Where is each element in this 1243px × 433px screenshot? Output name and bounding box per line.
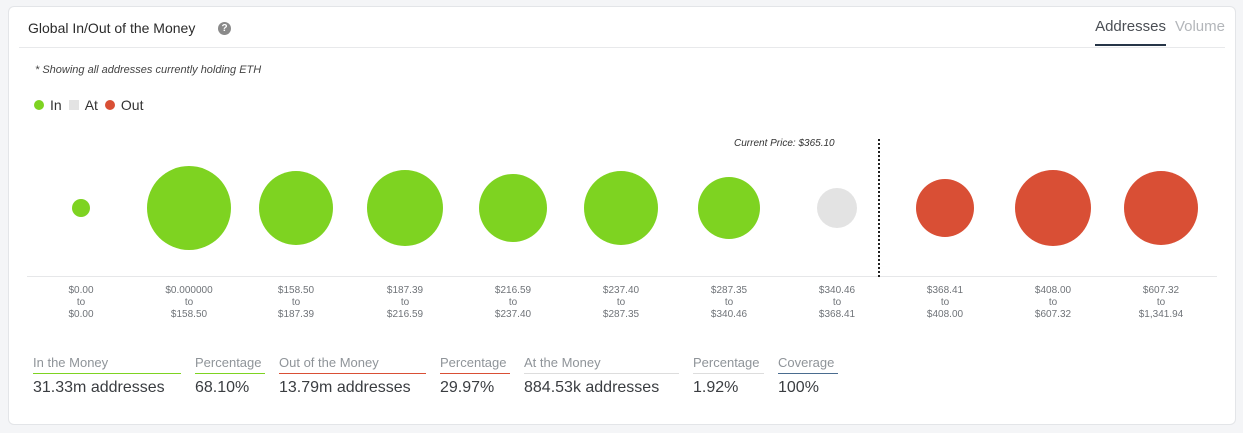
range-to-word: to — [76, 297, 86, 308]
range-to-word: to — [616, 297, 626, 308]
range-to: $187.39 — [277, 309, 315, 320]
range-to: $237.40 — [494, 309, 532, 320]
stat-value: 1.92% — [693, 379, 739, 396]
bubble-in[interactable] — [147, 166, 231, 250]
range-to-word: to — [291, 297, 301, 308]
bubble-out[interactable] — [1124, 171, 1198, 245]
legend-label: At — [84, 97, 98, 113]
stat-value: 13.79m addresses — [279, 379, 411, 396]
bubble-out[interactable] — [1015, 170, 1091, 246]
price-range-label: $368.41 to $408.00 — [900, 285, 990, 321]
view-tabs: Addresses Volume — [1095, 18, 1225, 46]
range-to: $158.50 — [170, 309, 208, 320]
price-range-label: $408.00 to $607.32 — [1008, 285, 1098, 321]
range-to: $340.46 — [710, 309, 748, 320]
stat-value: 100% — [778, 379, 819, 396]
stat-label: At the Money — [524, 355, 679, 374]
legend-item-in[interactable]: In — [34, 97, 62, 113]
stat-value: 68.10% — [195, 379, 250, 396]
bubble-in[interactable] — [367, 170, 443, 246]
summary-stats: In the Money 31.33m addresses Percentage 68… — [33, 355, 852, 397]
price-range-label: $216.59 to $237.40 — [468, 285, 558, 321]
range-to-word: to — [832, 297, 842, 308]
current-price-line — [878, 139, 880, 277]
stat-label: Coverage — [778, 355, 838, 374]
range-from: $408.00 — [1034, 285, 1072, 296]
stat-block: Percentage 1.92% — [693, 355, 764, 397]
price-range-label: $0.00 to $0.00 — [36, 285, 126, 321]
range-to-word: to — [1048, 297, 1058, 308]
stat-block: Percentage 29.97% — [440, 355, 510, 397]
range-to: $368.41 — [818, 309, 856, 320]
stat-block: Out of the Money 13.79m addresses — [279, 355, 426, 397]
range-from: $0.00 — [68, 285, 94, 296]
price-range-label: $158.50 to $187.39 — [251, 285, 341, 321]
price-range-label: $287.35 to $340.46 — [684, 285, 774, 321]
stat-label: Out of the Money — [279, 355, 426, 374]
stat-block: At the Money 884.53k addresses — [524, 355, 679, 397]
range-from: $216.59 — [494, 285, 532, 296]
range-to-word: to — [184, 297, 194, 308]
legend-label: In — [50, 97, 62, 113]
in-out-of-money-card: Global In/Out of the Money ? Addresses V… — [8, 6, 1236, 425]
chart-baseline — [27, 276, 1217, 277]
range-to: $216.59 — [386, 309, 424, 320]
range-to: $408.00 — [926, 309, 964, 320]
range-from: $158.50 — [277, 285, 315, 296]
bubble-in[interactable] — [479, 174, 547, 242]
range-from: $0.000000 — [165, 285, 213, 296]
tab-addresses[interactable]: Addresses — [1095, 18, 1166, 46]
legend-label: Out — [120, 97, 144, 113]
price-range-label: $187.39 to $216.59 — [360, 285, 450, 321]
range-to: $0.00 — [68, 309, 94, 320]
price-range-label: $0.000000 to $158.50 — [144, 285, 234, 321]
out-dot-icon — [104, 100, 115, 110]
stat-block: In the Money 31.33m addresses — [33, 355, 181, 397]
bubble-at[interactable] — [817, 188, 857, 228]
chart-legend: In At Out — [34, 97, 151, 113]
range-to-word: to — [508, 297, 518, 308]
range-to: $607.32 — [1034, 309, 1072, 320]
range-from: $340.46 — [818, 285, 856, 296]
stat-block: Coverage 100% — [778, 355, 838, 397]
holding-note: * Showing all addresses currently holdin… — [35, 64, 262, 76]
bubble-in[interactable] — [259, 171, 333, 245]
range-to-word: to — [724, 297, 734, 308]
stat-block: Percentage 68.10% — [195, 355, 265, 397]
legend-item-out[interactable]: Out — [104, 97, 144, 113]
stat-label: In the Money — [33, 355, 181, 374]
price-range-label: $237.40 to $287.35 — [576, 285, 666, 321]
range-from: $607.32 — [1142, 285, 1180, 296]
price-range-label: $607.32 to $1,341.94 — [1116, 285, 1206, 321]
stat-value: 884.53k addresses — [524, 379, 660, 396]
range-from: $187.39 — [386, 285, 424, 296]
legend-item-at[interactable]: At — [68, 97, 98, 113]
bubble-in[interactable] — [72, 199, 90, 217]
bubble-in[interactable] — [698, 177, 760, 239]
stat-label: Percentage — [693, 355, 764, 374]
range-to-word: to — [940, 297, 950, 308]
stat-value: 31.33m addresses — [33, 379, 165, 396]
bubble-in[interactable] — [584, 171, 658, 245]
card-header: Global In/Out of the Money ? Addresses V… — [19, 7, 1225, 48]
range-to: $287.35 — [602, 309, 640, 320]
price-range-label: $340.46 to $368.41 — [792, 285, 882, 321]
stat-label: Percentage — [440, 355, 510, 374]
in-dot-icon — [34, 100, 44, 110]
range-to-word: to — [400, 297, 410, 308]
range-to-word: to — [1156, 297, 1166, 308]
range-from: $287.35 — [710, 285, 748, 296]
tab-volume[interactable]: Volume — [1174, 18, 1225, 35]
question-circle-icon[interactable]: ? — [218, 22, 231, 35]
current-price-label: Current Price: $365.10 — [734, 138, 835, 149]
stat-value: 29.97% — [440, 379, 495, 396]
at-square-icon — [68, 100, 79, 110]
range-from: $368.41 — [926, 285, 964, 296]
range-to: $1,341.94 — [1138, 309, 1184, 320]
card-title: Global In/Out of the Money — [28, 20, 196, 36]
stat-label: Percentage — [195, 355, 265, 374]
range-from: $237.40 — [602, 285, 640, 296]
bubble-out[interactable] — [916, 179, 974, 237]
bubble-chart: Current Price: $365.10 $0.00 to $0.00 $0.00… — [9, 7, 1237, 426]
